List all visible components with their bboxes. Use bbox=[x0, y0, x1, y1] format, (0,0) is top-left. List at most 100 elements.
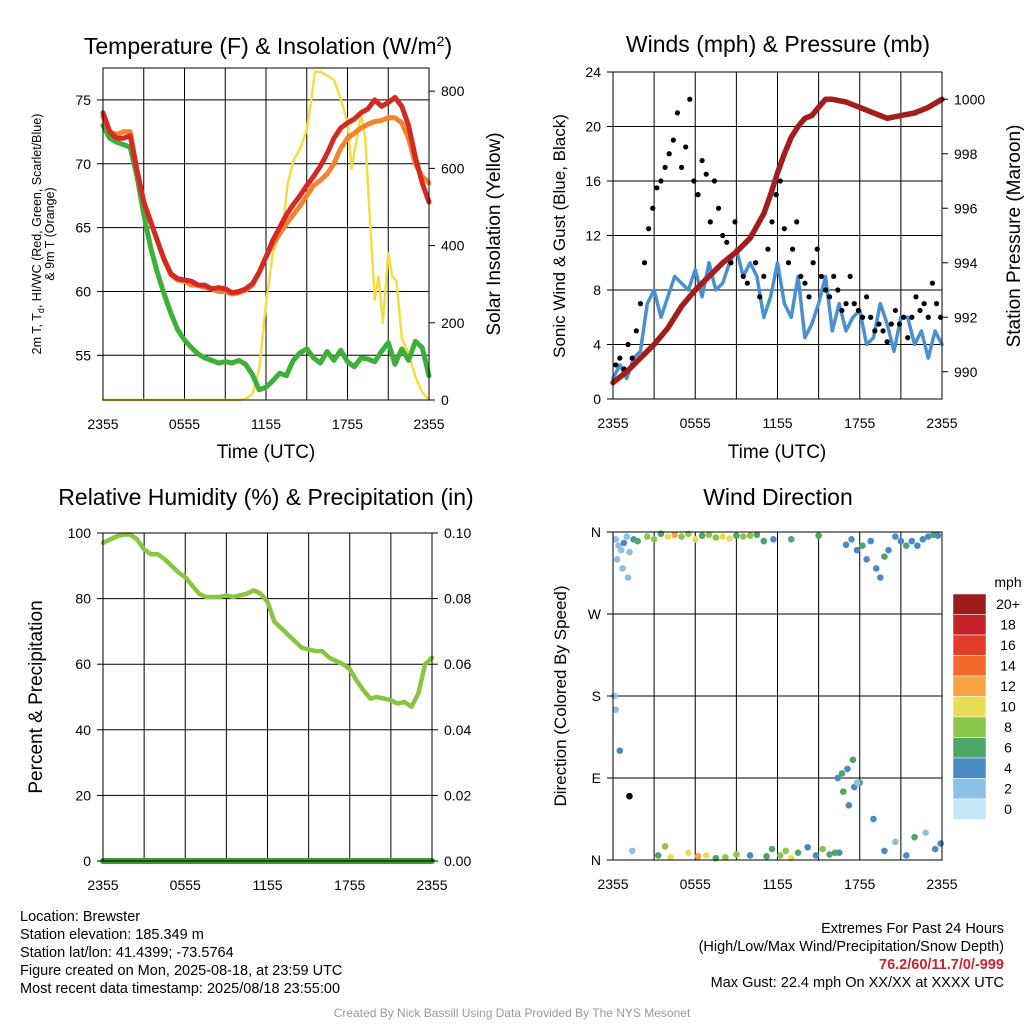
y-tick-label: 40 bbox=[75, 722, 91, 738]
gust-point bbox=[613, 362, 619, 368]
humidity-panel: Relative Humidity (%) & Precipitation (i… bbox=[26, 484, 474, 893]
colorbar-swatch bbox=[952, 716, 987, 738]
y-tick-label: S bbox=[592, 688, 601, 704]
direction-point bbox=[842, 541, 850, 549]
colorbar-swatch bbox=[952, 737, 987, 759]
temperature-y2label: Solar Insolation (Yellow) bbox=[484, 132, 505, 335]
direction-point bbox=[613, 556, 621, 563]
colorbar-swatch bbox=[952, 675, 987, 697]
credit-line: Created By Nick Bassill Using Data Provi… bbox=[333, 1006, 691, 1020]
colorbar-label: 12 bbox=[1000, 678, 1016, 694]
direction-point bbox=[819, 845, 827, 853]
direction-point bbox=[845, 802, 853, 809]
y2-tick-label: 998 bbox=[954, 146, 978, 162]
direction-point bbox=[685, 849, 692, 857]
winds-xlabel: Time (UTC) bbox=[728, 442, 827, 463]
direction-point bbox=[698, 532, 706, 539]
y2-tick-label: 0.10 bbox=[444, 525, 471, 541]
direction-point bbox=[691, 535, 699, 543]
gust-point bbox=[699, 157, 705, 164]
x-tick-label: 1755 bbox=[844, 415, 875, 431]
gust-point bbox=[740, 273, 746, 279]
direction-grid bbox=[613, 532, 942, 860]
gust-point bbox=[810, 260, 816, 266]
gust-point bbox=[847, 273, 853, 279]
direction-point bbox=[881, 847, 888, 855]
y-tick-label: 20 bbox=[75, 787, 91, 803]
colorbar-swatch bbox=[952, 757, 987, 779]
y-tick-label: 0 bbox=[593, 391, 601, 407]
direction-point bbox=[877, 574, 884, 581]
gust-point bbox=[798, 273, 804, 279]
direction-point bbox=[840, 788, 847, 795]
y-tick-label: 24 bbox=[585, 64, 601, 80]
x-tick-label: 2355 bbox=[926, 415, 957, 431]
direction-point bbox=[612, 535, 620, 543]
gust-point bbox=[654, 185, 660, 191]
x-tick-label: 2355 bbox=[413, 416, 444, 432]
colorbar-swatch bbox=[952, 778, 987, 800]
y2-tick-label: 994 bbox=[954, 255, 978, 271]
direction-point bbox=[931, 845, 939, 853]
humidity-title: Relative Humidity (%) & Precipitation (i… bbox=[58, 484, 473, 510]
direction-point bbox=[826, 851, 833, 858]
x-tick-label: 1755 bbox=[334, 877, 365, 893]
winds-series bbox=[610, 96, 945, 386]
direction-point bbox=[844, 765, 851, 773]
direction-point bbox=[624, 574, 632, 581]
direction-point bbox=[937, 840, 944, 847]
gust-point bbox=[917, 307, 923, 314]
gust-point bbox=[769, 219, 775, 225]
x-tick-label: 2355 bbox=[416, 877, 447, 893]
direction-point bbox=[849, 756, 857, 764]
gust-point bbox=[732, 219, 738, 225]
colorbar-swatch bbox=[952, 798, 987, 820]
temperature-ticks: 2355 0555 1155 1755 2355 55 60 65 70 75 0 200 400 600… bbox=[75, 83, 464, 432]
direction-point bbox=[620, 539, 628, 547]
direction-title: Wind Direction bbox=[703, 484, 853, 510]
extremes-values: 76.2/60/11.7/0/-999 bbox=[879, 957, 1004, 973]
gust-point bbox=[835, 287, 841, 293]
direction-point bbox=[667, 853, 674, 861]
x-tick-label: 2355 bbox=[87, 877, 118, 893]
direction-point bbox=[768, 845, 776, 853]
direction-point bbox=[722, 853, 729, 861]
gust-point bbox=[695, 192, 701, 198]
direction-point bbox=[914, 542, 921, 549]
y2-tick-label: 990 bbox=[954, 364, 978, 380]
direction-point bbox=[885, 546, 892, 554]
y-tick-label: 12 bbox=[585, 228, 601, 244]
direction-point bbox=[892, 838, 899, 846]
direction-point bbox=[619, 565, 626, 572]
colorbar-label: 8 bbox=[1004, 719, 1012, 735]
gust-point bbox=[839, 307, 845, 314]
x-tick-label: 1155 bbox=[762, 876, 792, 892]
direction-point bbox=[787, 535, 795, 543]
gust-point bbox=[785, 260, 792, 266]
direction-point bbox=[617, 546, 625, 554]
station-latlon: Station lat/lon: 41.4399; -73.5764 bbox=[20, 945, 234, 961]
colorbar-label: 16 bbox=[1000, 637, 1016, 653]
gust-point bbox=[728, 260, 734, 266]
direction-point bbox=[881, 553, 888, 560]
x-tick-label: 0555 bbox=[680, 415, 711, 431]
gust-point bbox=[720, 232, 726, 239]
y-tick-label: N bbox=[591, 852, 601, 868]
direction-point bbox=[626, 792, 633, 800]
y-tick-label: 55 bbox=[75, 347, 91, 363]
wind-speed-line bbox=[611, 247, 944, 381]
direction-point bbox=[733, 532, 740, 539]
gust-point bbox=[884, 339, 890, 345]
y-tick-label: 0 bbox=[83, 853, 91, 869]
direction-point bbox=[834, 774, 842, 782]
direction-point bbox=[650, 535, 658, 543]
gust-point bbox=[802, 280, 808, 286]
gust-point bbox=[707, 219, 713, 225]
direction-point bbox=[794, 849, 802, 857]
direction-point bbox=[628, 847, 636, 855]
gust-point bbox=[814, 246, 820, 252]
direction-point bbox=[705, 531, 713, 539]
gust-point bbox=[641, 260, 648, 266]
y2-tick-label: 996 bbox=[954, 200, 978, 216]
direction-point bbox=[911, 833, 918, 841]
